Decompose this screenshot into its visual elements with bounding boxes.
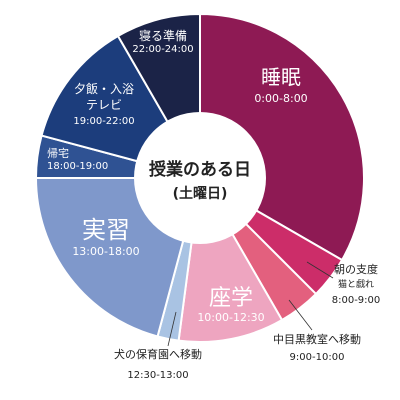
slice-2-leader — [288, 299, 313, 331]
center-title: 授業のある日 — [149, 159, 251, 180]
labels-group: 睡眠0:00-8:00座学10:00-12:30実習13:00-18:00帰宅1… — [47, 28, 380, 381]
slice-4-leader — [167, 311, 177, 347]
slice-8-time: 22:00-24:00 — [132, 44, 193, 55]
slice-4-label: 犬の保育園へ移動 — [114, 347, 202, 361]
slice-1-label: 朝の支度 — [334, 262, 378, 276]
slice-0-time: 0:00-8:00 — [254, 92, 307, 105]
slice-7-label: 夕飯・入浴 — [74, 81, 134, 96]
slice-5-time: 13:00-18:00 — [72, 245, 139, 258]
donut-hole — [134, 112, 266, 244]
slice-0-label: 睡眠 — [261, 65, 301, 89]
slice-8-label: 寝る準備 — [139, 28, 187, 43]
slice-3-time: 10:00-12:30 — [197, 311, 264, 324]
slice-1-leader — [306, 261, 334, 279]
slice-1-sublabel: 猫と戯れ — [338, 278, 374, 290]
slice-6-label: 帰宅 — [47, 146, 69, 160]
slices-group — [34, 12, 365, 343]
center-subtitle: (土曜日) — [173, 185, 228, 202]
slice-3-label: 座学 — [209, 286, 253, 311]
slice-7-label-1: テレビ — [86, 98, 122, 112]
slice-6-time: 18:00-19:00 — [47, 161, 108, 172]
slice-2-time: 9:00-10:00 — [290, 352, 345, 363]
slice-4-time: 12:30-13:00 — [127, 370, 188, 381]
slice-5-label: 実習 — [82, 216, 130, 244]
slice-2-label: 中目黒教室へ移動 — [273, 332, 361, 346]
slice-1-time: 8:00-9:00 — [332, 295, 381, 306]
slice-7-time: 19:00-22:00 — [73, 116, 134, 127]
